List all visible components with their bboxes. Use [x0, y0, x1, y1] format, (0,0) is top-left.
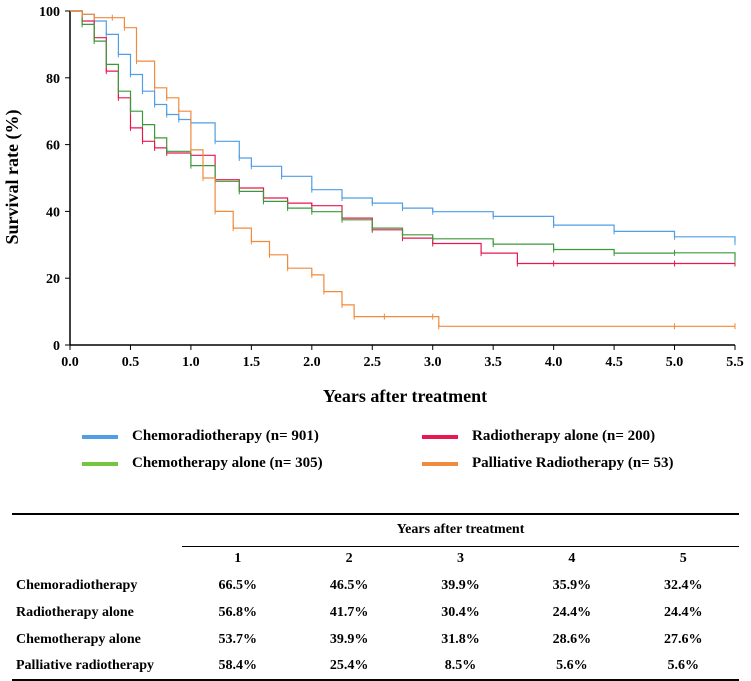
legend-item-palliative-radiotherapy: Palliative Radiotherapy (n= 53) [422, 455, 673, 472]
table-cell: 53.7% [218, 631, 257, 647]
x-tick-label: 1.5 [243, 355, 261, 370]
table-cell: 41.7% [329, 604, 369, 620]
table-cell: 39.9% [329, 631, 369, 647]
legend-item-chemotherapy-alone: Chemotherapy alone (n= 305) [82, 455, 323, 472]
row-label: Chemotherapy alone [16, 631, 141, 647]
chart-series-layer [70, 10, 736, 330]
chart-axes: 0.0 0.5 1.0 1.5 2.0 2.5 3.0 3.5 4.0 4.5 5.0 5.5 0 20 4… [39, 5, 744, 370]
legend-item-chemoradiotherapy: Chemoradiotherapy (n= 901) [82, 428, 319, 445]
table-corner [12, 514, 182, 546]
legend-label: Palliative Radiotherapy (n= 53) [472, 455, 674, 471]
table-cell: 5.6% [667, 658, 700, 673]
column-header: 1 [234, 551, 242, 567]
table-cell: 56.8% [218, 604, 257, 620]
chart-legend: Chemoradiotherapy (n= 901) Radiotherapy … [82, 428, 722, 488]
x-tick-label: 4.0 [545, 355, 563, 370]
table-cell: 30.4% [441, 604, 480, 620]
x-tick-label: 3.0 [424, 355, 442, 370]
y-tick-label: 100 [39, 5, 60, 20]
table-cell: 5.6% [556, 658, 588, 673]
survival-chart: 0.0 0.5 1.0 1.5 2.0 2.5 3.0 3.5 4.0 4.5 5.0 5.5 0 20 4… [2, 5, 744, 406]
x-tick-label: 0.5 [122, 355, 140, 370]
x-tick-label: 2.0 [303, 355, 321, 370]
table-row: Palliative radiotherapy 58.4% 25.4% 8.5%… [12, 653, 739, 680]
legend-label: Radiotherapy alone (n= 200) [472, 428, 656, 444]
legend-swatch [82, 434, 118, 439]
x-tick-label: 1.0 [182, 355, 200, 370]
column-header: 2 [345, 551, 353, 567]
table-corner [12, 546, 182, 572]
table-row: Chemoradiotherapy 66.5% 46.5% 39.9% 35.9… [12, 572, 739, 599]
table-cell: 35.9% [552, 577, 592, 593]
table-cell: 31.8% [441, 631, 480, 647]
x-tick-label: 4.5 [605, 355, 623, 370]
series-line-radiotherapy-alone [70, 10, 735, 265]
column-header: 3 [456, 551, 464, 567]
legend-swatch [422, 461, 458, 466]
table-cell: 66.5% [218, 577, 257, 593]
table-cell: 32.4% [664, 577, 703, 593]
table-cell: 58.4% [218, 658, 257, 673]
table-cell: 28.6% [552, 631, 592, 647]
legend-label: Chemotherapy alone (n= 305) [132, 455, 323, 471]
table-cell: 46.5% [329, 577, 369, 593]
row-label: Chemoradiotherapy [16, 577, 138, 593]
table-row: Radiotherapy alone 56.8% 41.7% 30.4% 24.… [12, 599, 739, 626]
x-tick-label: 2.5 [364, 355, 382, 370]
row-label: Radiotherapy alone [16, 604, 134, 620]
legend-swatch [422, 434, 458, 439]
survival-table: Years after treatment 1 2 3 4 5 Chemorad… [12, 513, 739, 681]
x-tick-label: 5.0 [666, 355, 684, 370]
column-header: 5 [679, 551, 687, 567]
y-tick-label: 40 [46, 205, 60, 220]
legend-item-radiotherapy-alone: Radiotherapy alone (n= 200) [422, 428, 655, 445]
series-line-palliative-radiotherapy [70, 10, 735, 327]
y-tick-label: 20 [46, 272, 60, 287]
column-header: 4 [568, 551, 576, 567]
table-cell: 39.9% [441, 577, 480, 593]
x-tick-label: 5.5 [726, 355, 744, 370]
table-cell: 8.5% [444, 658, 477, 673]
row-label: Palliative radiotherapy [16, 658, 155, 673]
table-row: Chemotherapy alone 53.7% 39.9% 31.8% 28.… [12, 626, 739, 653]
legend-label: Chemoradiotherapy (n= 901) [132, 428, 319, 444]
legend-swatch [82, 461, 118, 466]
table-cell: 27.6% [664, 631, 703, 647]
y-tick-label: 0 [53, 339, 60, 354]
table-header-row: 1 2 3 4 5 [12, 546, 739, 572]
x-tick-label: 3.5 [484, 355, 502, 370]
table-cell: 25.4% [329, 658, 369, 673]
series-line-chemotherapy-alone [70, 10, 736, 260]
x-axis-title: Years after treatment [323, 386, 487, 406]
table-cell: 24.4% [664, 604, 703, 620]
table-cell: 24.4% [552, 604, 592, 620]
x-tick-label: 0.0 [61, 355, 79, 370]
y-axis-title: Survival rate (%) [2, 110, 23, 245]
y-tick-label: 60 [46, 139, 60, 154]
y-tick-label: 80 [46, 72, 60, 87]
table-group-header: Years after treatment [182, 514, 739, 547]
